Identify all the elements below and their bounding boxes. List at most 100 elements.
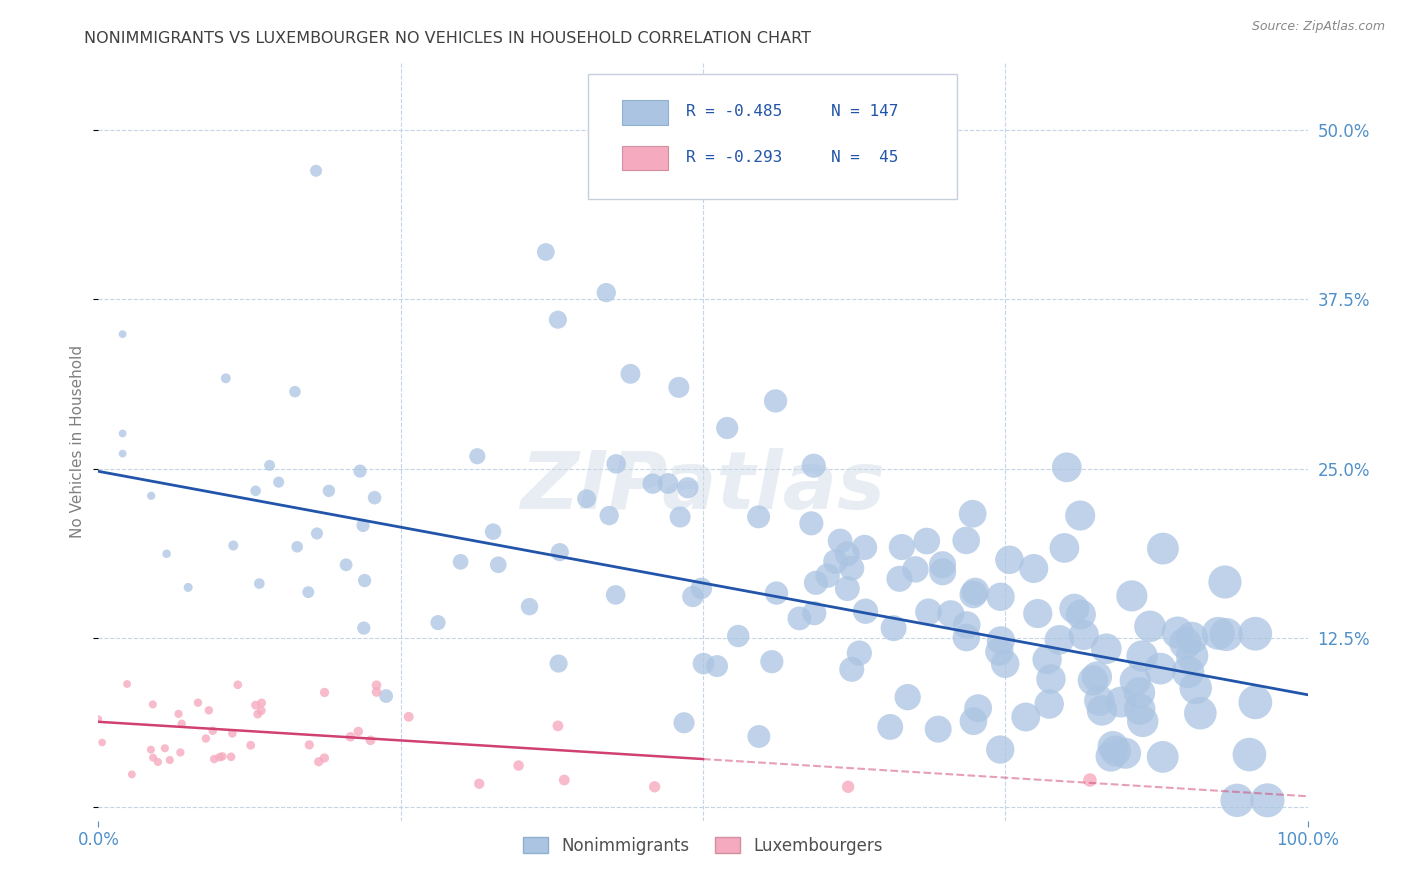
Point (1239, 747, 1261, 762)
Point (1215, 627, 1237, 641)
Point (245, 698, 267, 712)
Point (672, 715, 695, 730)
Point (153, 741, 176, 756)
Point (727, 629, 749, 643)
Point (789, 611, 811, 625)
Point (305, 526, 328, 541)
Point (247, 576, 270, 591)
Point (297, 585, 319, 599)
Point (962, 714, 984, 729)
Point (375, 689, 398, 703)
Point (1036, 652, 1059, 666)
Point (1104, 744, 1126, 758)
Point (366, 685, 388, 699)
Point (1073, 628, 1095, 642)
Point (879, 720, 901, 734)
Point (988, 742, 1011, 756)
Point (1109, 695, 1132, 709)
Point (716, 421, 738, 435)
Point (349, 464, 371, 478)
Point (482, 524, 505, 539)
Point (1167, 625, 1189, 640)
Point (121, 767, 143, 781)
Point (219, 749, 242, 764)
Point (1189, 706, 1212, 721)
Point (1213, 574, 1236, 589)
FancyBboxPatch shape (588, 74, 957, 199)
Point (848, 646, 870, 660)
Point (1121, 589, 1143, 603)
Point (1115, 746, 1137, 760)
Point (366, 678, 388, 692)
Point (318, 483, 340, 498)
Point (111, 327, 134, 342)
Point (177, 581, 200, 595)
Point (250, 696, 273, 710)
Point (817, 568, 839, 582)
Point (1099, 749, 1122, 764)
Point (619, 367, 641, 381)
Point (890, 540, 912, 554)
Point (853, 541, 876, 555)
Point (167, 706, 190, 721)
Point (553, 772, 575, 787)
Point (398, 710, 420, 724)
Point (575, 491, 598, 506)
Point (159, 753, 181, 767)
Point (962, 507, 984, 521)
Point (1181, 631, 1204, 645)
Point (335, 558, 357, 572)
Point (605, 457, 627, 471)
Point (967, 701, 990, 715)
Point (994, 657, 1017, 671)
Point (284, 384, 307, 399)
Text: N = 147: N = 147 (831, 104, 898, 120)
Point (142, 698, 165, 712)
Point (305, 163, 328, 178)
Point (1123, 673, 1146, 688)
Point (170, 716, 193, 731)
Point (804, 575, 827, 590)
Point (169, 746, 191, 760)
Text: R = -0.293: R = -0.293 (686, 150, 782, 165)
Point (139, 742, 162, 756)
Point (765, 586, 787, 600)
Point (339, 730, 361, 744)
Point (1130, 648, 1153, 663)
Point (1026, 607, 1049, 621)
Point (841, 662, 863, 676)
Point (1081, 673, 1104, 688)
Point (1053, 541, 1076, 555)
Point (111, 426, 134, 441)
Point (927, 722, 949, 736)
Point (962, 587, 984, 601)
Point (353, 574, 375, 588)
Point (855, 604, 877, 618)
Point (246, 707, 269, 722)
Point (748, 730, 770, 744)
Point (803, 606, 825, 620)
Point (682, 590, 704, 604)
Point (641, 476, 664, 491)
Point (917, 605, 939, 619)
Point (837, 780, 859, 794)
Point (111, 447, 134, 461)
Point (1174, 636, 1197, 650)
Point (1177, 665, 1199, 679)
Point (91, 735, 114, 749)
Point (1244, 695, 1267, 709)
Point (198, 703, 221, 717)
Point (644, 780, 666, 794)
Text: NONIMMIGRANTS VS LUXEMBOURGER NO VEHICLES IN HOUSEHOLD CORRELATION CHART: NONIMMIGRANTS VS LUXEMBOURGER NO VEHICLE… (84, 31, 811, 46)
Point (250, 704, 273, 718)
Point (201, 723, 224, 738)
Point (1085, 670, 1108, 684)
Point (547, 657, 569, 671)
Point (837, 582, 859, 596)
Point (285, 540, 308, 554)
Point (1091, 703, 1114, 717)
Text: R = -0.485: R = -0.485 (686, 104, 782, 120)
Point (548, 545, 571, 559)
Point (259, 458, 281, 473)
Point (965, 584, 987, 599)
